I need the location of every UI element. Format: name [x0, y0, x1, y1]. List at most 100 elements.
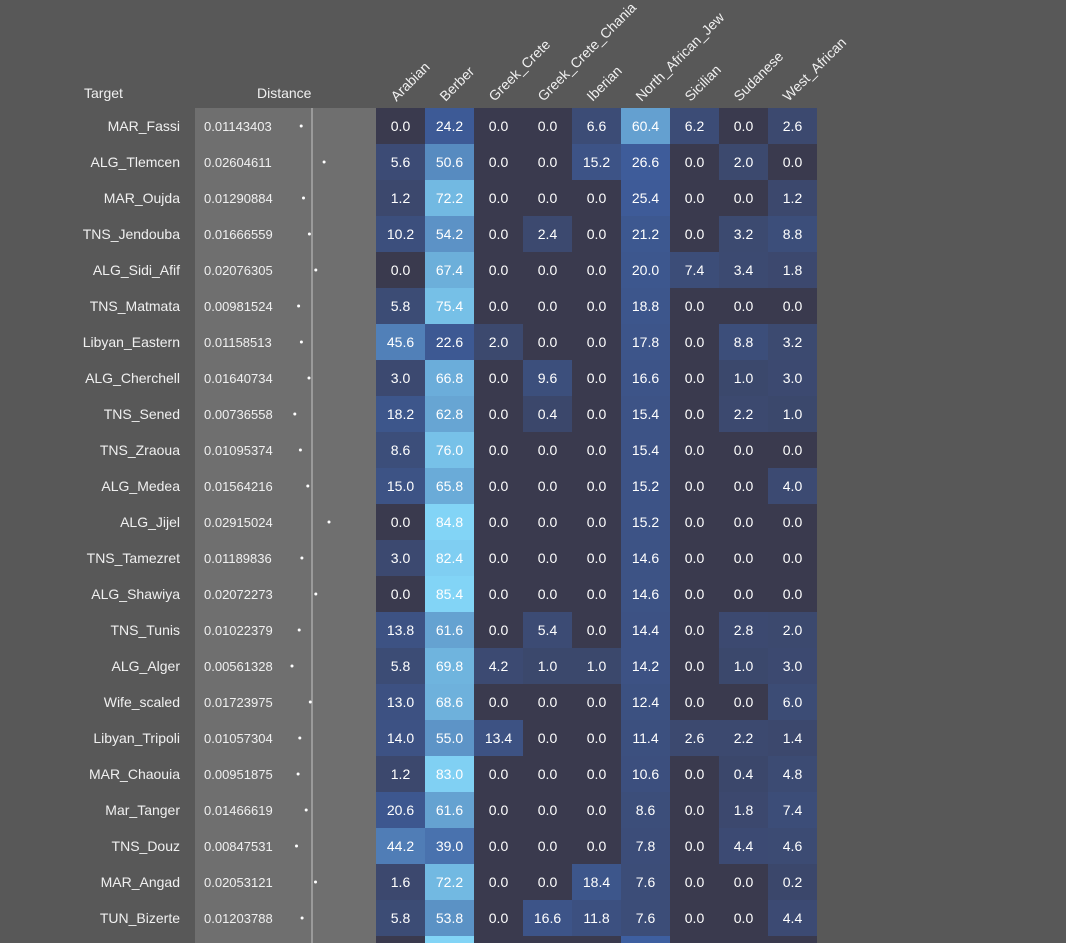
heatmap-cell — [474, 180, 523, 216]
distance-value: 0.01022379 — [204, 623, 273, 638]
cell-value: 0.0 — [685, 478, 705, 494]
heatmap-cell — [425, 504, 474, 540]
heatmap-cell — [768, 432, 817, 468]
target-label: ALG_Tlemcen — [91, 154, 180, 170]
distance-value: 0.01095374 — [204, 443, 273, 458]
heatmap-cell — [719, 612, 768, 648]
heatmap-cell — [523, 828, 572, 864]
heatmap-cell — [425, 324, 474, 360]
cell-value: 62.8 — [436, 406, 463, 422]
heatmap-cell — [425, 864, 474, 900]
distance-dot — [290, 664, 294, 668]
cell-value: 2.8 — [734, 622, 754, 638]
distance-value: 0.01640734 — [204, 371, 273, 386]
cell-value: 45.6 — [387, 334, 414, 350]
cell-value: 14.4 — [632, 622, 659, 638]
cell-value: 0.0 — [538, 838, 558, 854]
table-row: Libyan_Tripoli 0.01057304 14.0 55.0 13.4 0.0 0… — [93, 720, 817, 756]
heatmap-cell — [474, 216, 523, 252]
distance-value: 0.00981524 — [204, 299, 273, 314]
heatmap-cell — [474, 612, 523, 648]
table-row: Mar_Tanger 0.01466619 20.6 61.6 0.0 0.0 0.0 8.6… — [105, 792, 817, 828]
heatmap-cell — [768, 828, 817, 864]
heatmap-cell — [719, 792, 768, 828]
cell-value: 2.0 — [489, 334, 509, 350]
cell-value: 0.0 — [489, 874, 509, 890]
cell-value: 0.0 — [489, 622, 509, 638]
cell-value: 0.0 — [538, 118, 558, 134]
cell-value: 0.0 — [391, 118, 411, 134]
cell-value: 4.0 — [783, 478, 803, 494]
cell-value: 14.6 — [632, 586, 659, 602]
heatmap-cell — [621, 144, 670, 180]
distance-dot — [296, 772, 300, 776]
cell-value: 4.4 — [783, 910, 803, 926]
heatmap-cell — [376, 900, 425, 936]
heatmap-cell — [572, 684, 621, 720]
cell-value: 0.2 — [783, 874, 803, 890]
cell-value: 5.8 — [391, 658, 411, 674]
distance-value: 0.00561328 — [204, 659, 273, 674]
cell-value: 20.6 — [387, 802, 414, 818]
target-label: ALG_Medea — [101, 478, 180, 494]
heatmap-cell — [670, 432, 719, 468]
cell-value: 0.0 — [587, 622, 607, 638]
distance-dot — [307, 232, 311, 236]
cell-value: 6.2 — [685, 118, 705, 134]
heatmap-cell — [572, 612, 621, 648]
heatmap-cell — [523, 720, 572, 756]
cell-value: 11.4 — [632, 730, 658, 746]
heatmap-cell — [621, 936, 670, 943]
table-row: TNS_Matmata 0.00981524 5.8 75.4 0.0 0.0 0.0 18.… — [90, 288, 817, 324]
heatmap-cell — [621, 684, 670, 720]
heatmap-cell — [376, 576, 425, 612]
cell-value: 5.8 — [391, 910, 411, 926]
heatmap-cell — [376, 936, 425, 943]
cell-value: 7.8 — [636, 838, 656, 854]
cell-value: 18.4 — [583, 874, 610, 890]
cell-value: 8.8 — [734, 334, 754, 350]
heatmap-cell — [523, 756, 572, 792]
cell-value: 0.0 — [391, 586, 411, 602]
cell-value: 1.2 — [783, 190, 803, 206]
cell-value: 11.8 — [583, 910, 609, 926]
cell-value: 4.8 — [783, 766, 803, 782]
cell-value: 0.0 — [685, 442, 705, 458]
cell-value: 15.2 — [583, 154, 610, 170]
heatmap-cell — [572, 396, 621, 432]
heatmap-cell — [572, 900, 621, 936]
heatmap-cell — [523, 504, 572, 540]
cell-value: 0.0 — [734, 298, 754, 314]
cell-value: 0.0 — [538, 694, 558, 710]
cell-value: 0.0 — [489, 550, 509, 566]
cell-value: 9.6 — [538, 370, 558, 386]
table-row: ALG_Cherchell 0.01640734 3.0 66.8 0.0 9.6 0.0 1… — [85, 360, 817, 396]
cell-value: 0.0 — [734, 478, 754, 494]
heatmap-cell — [719, 324, 768, 360]
cell-value: 82.4 — [436, 550, 463, 566]
heatmap-cell — [670, 612, 719, 648]
cell-value: 44.2 — [387, 838, 414, 854]
heatmap-cell — [474, 576, 523, 612]
cell-value: 0.0 — [587, 442, 607, 458]
heatmap-cell — [768, 648, 817, 684]
cell-value: 7.6 — [636, 910, 656, 926]
column-header: Sudanese — [730, 48, 786, 104]
heatmap-cell — [768, 468, 817, 504]
cell-value: 54.2 — [436, 226, 463, 242]
cell-value: 72.2 — [436, 874, 463, 890]
heatmap-cell — [376, 540, 425, 576]
heatmap-cell — [425, 828, 474, 864]
cell-value: 0.0 — [538, 550, 558, 566]
cell-value: 0.0 — [734, 190, 754, 206]
cell-value: 0.0 — [783, 550, 803, 566]
target-label: ALG_Shawiya — [91, 586, 180, 602]
target-label: Wife_scaled — [104, 694, 180, 710]
heatmap-cell — [425, 900, 474, 936]
heatmap-cell — [670, 252, 719, 288]
heatmap-cell — [474, 792, 523, 828]
heatmap-cell — [523, 900, 572, 936]
heatmap-cell — [670, 864, 719, 900]
cell-value: 75.4 — [436, 298, 463, 314]
cell-value: 15.4 — [632, 406, 659, 422]
